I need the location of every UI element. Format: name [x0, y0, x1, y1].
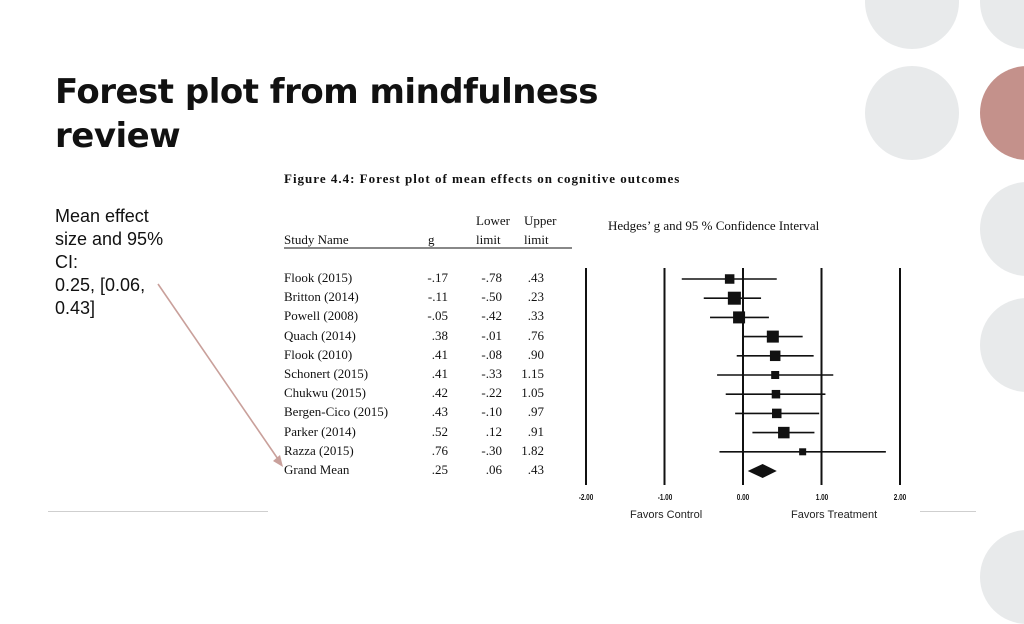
- lower-limit-value: -.50: [481, 289, 502, 305]
- study-row: Flook (2015) -.17 -.78 .43: [284, 270, 574, 289]
- point-estimate: [772, 408, 782, 419]
- x-label-favors-treatment: Favors Treatment: [791, 509, 878, 521]
- point-estimate: [733, 311, 746, 324]
- study-name: Grand Mean: [284, 462, 350, 477]
- forest-plot-svg: [157, 247, 901, 485]
- x-tick-label: 0.00: [736, 493, 750, 502]
- lower-limit-value: -.42: [481, 308, 502, 324]
- g-value: .41: [431, 346, 448, 362]
- study-row: Flook (2010) .41 -.08 .90: [284, 347, 574, 366]
- header-lower-bottom: limit: [476, 232, 501, 247]
- study-row: Chukwu (2015) .42 -.22 1.05: [284, 385, 574, 404]
- upper-limit-value: .43: [527, 462, 544, 477]
- upper-limit-value: .97: [527, 404, 544, 420]
- study-row: Parker (2014) .52 .12 .91: [284, 424, 574, 443]
- g-value: -.05: [427, 308, 448, 324]
- point-estimate: [769, 350, 781, 362]
- study-name: Powell (2008): [284, 308, 359, 324]
- header-upper-top: Upper: [524, 213, 557, 228]
- upper-limit-value: 1.15: [521, 366, 544, 381]
- effect-size-note: Mean effect size and 95% CI: 0.25, [0.06…: [55, 205, 195, 320]
- slide-title-line-2: review: [55, 116, 181, 156]
- grand-mean-diamond: [747, 464, 777, 478]
- note-line: 0.43]: [55, 298, 96, 318]
- note-line: Mean effect: [55, 206, 149, 226]
- upper-limit-value: .76: [527, 327, 544, 343]
- study-row: Powell (2008) -.05 -.42 .33: [284, 308, 574, 327]
- g-value: .25: [431, 462, 448, 477]
- study-row: Quach (2014) .38 -.01 .76: [284, 328, 574, 347]
- study-name: Britton (2014): [284, 289, 359, 305]
- g-value: .41: [431, 366, 448, 381]
- g-value: .76: [431, 442, 448, 458]
- lower-limit-value: -.08: [481, 346, 502, 362]
- study-name: Flook (2010): [284, 346, 353, 362]
- lower-limit-value: -.30: [481, 442, 502, 458]
- study-name: Schonert (2015): [284, 366, 369, 381]
- upper-limit-value: .43: [527, 270, 544, 285]
- study-name: Flook (2015): [284, 270, 353, 285]
- study-row: Schonert (2015) .41 -.33 1.15: [284, 366, 574, 385]
- lower-limit-value: -.01: [481, 327, 502, 343]
- note-line: size and 95%: [55, 229, 164, 249]
- note-line: CI:: [55, 252, 79, 272]
- header-g: g: [428, 232, 435, 247]
- annotation-arrow: [157, 283, 281, 463]
- x-tick-label: 2.00: [893, 493, 907, 502]
- slide-title-line-1: Forest plot from mindfulness: [55, 72, 599, 112]
- lower-limit-value: .12: [485, 423, 502, 439]
- footer-rule-right: [920, 511, 976, 512]
- lower-limit-value: -.22: [481, 385, 502, 401]
- note-line: 0.25, [0.06,: [55, 275, 146, 295]
- point-estimate: [771, 389, 781, 399]
- upper-limit-value: 1.82: [521, 442, 544, 458]
- point-estimate: [799, 448, 807, 456]
- g-value: .38: [431, 327, 448, 343]
- upper-limit-value: 1.05: [521, 385, 544, 401]
- upper-limit-value: .90: [527, 346, 544, 362]
- g-value: .52: [431, 423, 448, 439]
- figure-title: Figure 4.4: Forest plot of mean effects …: [284, 171, 681, 186]
- point-estimate: [766, 330, 779, 343]
- header-lower-top: Lower: [476, 213, 510, 228]
- point-estimate: [724, 274, 735, 284]
- point-estimate: [778, 426, 790, 439]
- grand-mean-row: Grand Mean .25 .06 .43: [284, 462, 574, 481]
- lower-limit-value: .06: [485, 462, 502, 477]
- point-estimate: [727, 291, 741, 305]
- g-value: -.11: [427, 289, 448, 305]
- study-row: Britton (2014) -.11 -.50 .23: [284, 289, 574, 308]
- header-study-name: Study Name: [284, 232, 349, 247]
- study-name: Bergen-Cico (2015): [284, 404, 389, 420]
- x-tick-label: 1.00: [815, 493, 828, 502]
- lower-limit-value: -.10: [481, 404, 502, 420]
- study-name: Razza (2015): [284, 442, 354, 458]
- annotation-arrowhead: [273, 455, 283, 467]
- study-name: Chukwu (2015): [284, 385, 366, 401]
- study-row: Bergen-Cico (2015) .43 -.10 .97: [284, 404, 574, 423]
- lower-limit-value: -.33: [481, 366, 502, 381]
- x-tick-label: -2.00: [578, 493, 594, 502]
- study-row: Razza (2015) .76 -.30 1.82: [284, 443, 574, 462]
- study-name: Parker (2014): [284, 423, 356, 439]
- lower-limit-value: -.78: [481, 270, 502, 285]
- x-label-favors-control: Favors Control: [630, 509, 703, 521]
- g-value: -.17: [427, 270, 448, 285]
- plot-title: Hedges’ g and 95 % Confidence Interval: [608, 218, 820, 233]
- g-value: .42: [431, 385, 448, 401]
- slide-title: Forest plot from mindfulness review: [55, 70, 655, 158]
- footer-rule-left: [48, 511, 268, 512]
- x-tick-label: -1.00: [657, 493, 672, 502]
- g-value: .43: [431, 404, 448, 420]
- upper-limit-value: .23: [527, 289, 544, 305]
- forest-plot-figure: [270, 160, 920, 530]
- header-upper-bottom: limit: [524, 232, 549, 247]
- point-estimate: [771, 371, 780, 379]
- study-name: Quach (2014): [284, 327, 356, 343]
- decor-circle-gray-mid: [865, 66, 959, 160]
- upper-limit-value: .33: [527, 308, 544, 324]
- upper-limit-value: .91: [527, 423, 544, 439]
